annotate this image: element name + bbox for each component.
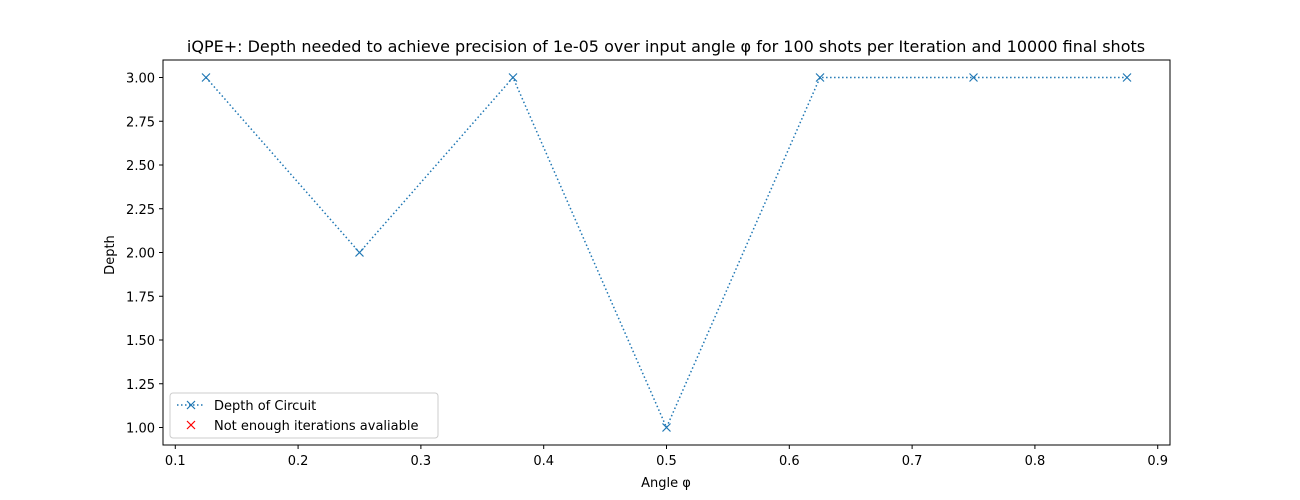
- plot-frame: [162, 59, 1171, 446]
- x-tick-label: 0.7: [902, 454, 923, 469]
- y-tick-label: 2.75: [126, 115, 155, 130]
- y-tick-label: 1.00: [126, 422, 155, 437]
- legend-box: [169, 392, 439, 439]
- data-point: [1122, 73, 1132, 82]
- series-line: [205, 76, 1128, 430]
- legend-marker: [186, 420, 196, 430]
- y-tick-label: 3.00: [126, 72, 155, 87]
- x-tick-label: 0.6: [779, 454, 800, 469]
- y-tick-label: 2.00: [126, 247, 155, 262]
- x-tick-label: 0.4: [533, 454, 554, 469]
- y-tick-label: 2.50: [126, 159, 155, 174]
- data-point: [662, 423, 671, 432]
- data-point: [355, 248, 364, 257]
- data-point: [508, 73, 518, 82]
- x-tick-label: 0.1: [165, 454, 186, 469]
- y-tick-label: 1.25: [126, 378, 155, 393]
- data-point: [969, 73, 978, 82]
- y-axis-title: Depth: [103, 235, 118, 275]
- data-point: [815, 73, 825, 82]
- y-tick-label: 1.50: [126, 334, 155, 349]
- y-tick-label: 1.75: [126, 290, 155, 305]
- x-tick-label: 0.5: [656, 454, 677, 469]
- legend-label: Not enough iterations avaliable: [214, 419, 418, 434]
- x-axis-title: Angle φ: [641, 476, 691, 491]
- data-point: [201, 73, 211, 82]
- y-tick-label: 2.25: [126, 203, 155, 218]
- x-tick-label: 0.2: [288, 454, 309, 469]
- plot-area: 0.1 0.2 0.3 0.4 0.5 0.6 0.7 0.8 0.9 1.00 1.25 1.50 1…: [126, 59, 1171, 469]
- x-tick-label: 0.8: [1025, 454, 1046, 469]
- x-tick-label: 0.9: [1147, 454, 1168, 469]
- legend-label: Depth of Circuit: [214, 399, 316, 414]
- x-tick-label: 0.3: [411, 454, 432, 469]
- chart-title: iQPE+: Depth needed to achieve precision…: [187, 37, 1145, 56]
- legend-marker: [186, 400, 196, 410]
